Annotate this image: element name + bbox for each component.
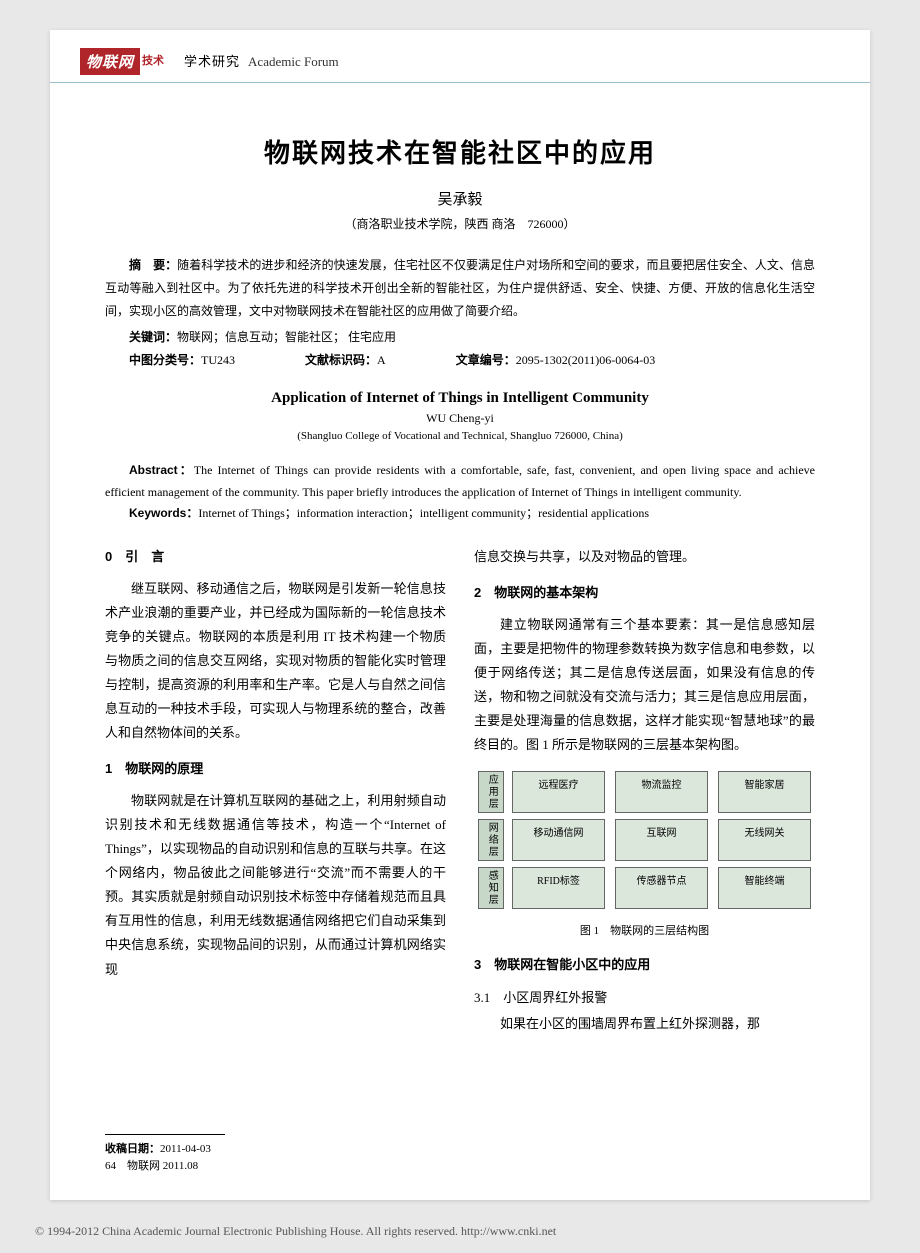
section-2-heading: 2 物联网的基本架构 (474, 581, 815, 605)
abstract-en-label: Abstract： (129, 463, 194, 477)
keywords-en-line: Keywords：Internet of Things；information … (105, 503, 815, 525)
logo-text: 物联网 (80, 48, 140, 75)
arch-row: 感知层 RFID标签传感器节点智能终端 (478, 867, 811, 909)
affiliation-cn: （商洛职业技术学院，陕西 商洛 726000） (105, 215, 815, 232)
page-footer: 收稿日期：2011-04-03 64 物联网 2011.08 (105, 1134, 225, 1176)
arch-layer-items: RFID标签传感器节点智能终端 (512, 867, 811, 909)
section-1-para-cont: 信息交换与共享，以及对物品的管理。 (474, 545, 815, 569)
section-1-heading: 1 物联网的原理 (105, 757, 446, 781)
section-cn: 学术研究 (184, 54, 240, 69)
abstract-cn: 摘 要：随着科学技术的进步和经济的快速发展，住宅社区不仅要满足住户对场所和空间的… (105, 254, 815, 322)
section-3-1-para: 如果在小区的围墙周界布置上红外探测器，那 (474, 1012, 815, 1036)
arch-item: 智能家居 (718, 771, 811, 813)
figure-1: 应用层远程医疗物流监控智能家居网络层移动通信网互联网无线网关感知层RFID标签传… (474, 765, 815, 941)
keywords-cn: 物联网；信息互动；智能社区； 住宅应用 (177, 330, 396, 344)
section-en: Academic Forum (248, 54, 339, 69)
footer-rule (105, 1134, 225, 1135)
arch-layer-label: 应用层 (478, 771, 504, 813)
architecture-diagram: 应用层远程医疗物流监控智能家居网络层移动通信网互联网无线网关感知层RFID标签传… (474, 765, 815, 915)
arch-item: 智能终端 (718, 867, 811, 909)
received-date: 2011-04-03 (160, 1143, 211, 1155)
arch-item: 远程医疗 (512, 771, 605, 813)
arch-item: 无线网关 (718, 819, 811, 861)
section-0-heading: 0 引 言 (105, 545, 446, 569)
keywords-cn-line: 关键词：物联网；信息互动；智能社区； 住宅应用 (105, 326, 815, 349)
arch-item: RFID标签 (512, 867, 605, 909)
arch-row: 应用层远程医疗物流监控智能家居 (478, 771, 811, 813)
section-2-para: 建立物联网通常有三个基本要素：其一是信息感知层面，主要是把物件的物理参数转换为数… (474, 613, 815, 757)
right-column: 信息交换与共享，以及对物品的管理。 2 物联网的基本架构 建立物联网通常有三个基… (474, 545, 815, 1036)
arch-item: 物流监控 (615, 771, 708, 813)
paper-title-cn: 物联网技术在智能社区中的应用 (105, 133, 815, 170)
arch-layer-label: 网络层 (478, 819, 504, 861)
received-label: 收稿日期： (105, 1143, 160, 1155)
copyright-line: © 1994-2012 China Academic Journal Elect… (35, 1224, 556, 1239)
journal-logo: 物联网 技术 (80, 48, 164, 74)
left-column: 0 引 言 继互联网、移动通信之后，物联网是引发新一轮信息技术产业浪潮的重要产业… (105, 545, 446, 1036)
arch-layer-items: 移动通信网互联网无线网关 (512, 819, 811, 861)
doc-code: A (377, 353, 386, 367)
abstract-en-text: The Internet of Things can provide resid… (105, 463, 815, 499)
author-en: WU Cheng-yi (105, 411, 815, 426)
article-id-label: 文章编号： (456, 353, 516, 367)
class-no: TU243 (201, 353, 235, 367)
abstract-cn-label: 摘 要： (129, 258, 177, 272)
classification-line: 中图分类号：TU243 文献标识码：A 文章编号：2095-1302(2011)… (105, 349, 815, 372)
article-id: 2095-1302(2011)06-0064-03 (516, 353, 656, 367)
section-3-heading: 3 物联网在智能小区中的应用 (474, 953, 815, 977)
section-label: 学术研究 Academic Forum (184, 51, 339, 71)
page: 物联网 技术 学术研究 Academic Forum 物联网技术在智能社区中的应… (50, 30, 870, 1200)
keywords-cn-label: 关键词： (129, 330, 177, 344)
arch-layer-items: 远程医疗物流监控智能家居 (512, 771, 811, 813)
doc-code-label: 文献标识码： (305, 353, 377, 367)
logo-suffix: 技术 (142, 56, 164, 67)
paper-title-en: Application of Internet of Things in Int… (105, 390, 815, 407)
keywords-en: Internet of Things；information interacti… (198, 506, 649, 520)
section-3-1-heading: 3.1 小区周界红外报警 (474, 986, 815, 1010)
author-cn: 吴承毅 (105, 188, 815, 209)
abstract-en: Abstract：The Internet of Things can prov… (105, 460, 815, 503)
section-0-para: 继互联网、移动通信之后，物联网是引发新一轮信息技术产业浪潮的重要产业，并已经成为… (105, 577, 446, 745)
keywords-en-label: Keywords： (129, 506, 198, 520)
arch-item: 互联网 (615, 819, 708, 861)
affiliation-en: (Shangluo College of Vocational and Tech… (105, 430, 815, 442)
section-1-para: 物联网就是在计算机互联网的基础之上，利用射频自动识别技术和无线数据通信等技术，构… (105, 789, 446, 981)
figure-1-caption: 图 1 物联网的三层结构图 (474, 921, 815, 941)
arch-item: 移动通信网 (512, 819, 605, 861)
content-area: 物联网技术在智能社区中的应用 吴承毅 （商洛职业技术学院，陕西 商洛 72600… (50, 83, 870, 1036)
arch-layer-label: 感知层 (478, 867, 504, 909)
abstract-cn-text: 随着科学技术的进步和经济的快速发展，住宅社区不仅要满足住户对场所和空间的要求，而… (105, 258, 815, 318)
journal-header: 物联网 技术 学术研究 Academic Forum (50, 30, 870, 83)
arch-row: 网络层移动通信网互联网无线网关 (478, 819, 811, 861)
page-info: 64 物联网 2011.08 (105, 1158, 225, 1176)
arch-item: 传感器节点 (615, 867, 708, 909)
received-date-line: 收稿日期：2011-04-03 (105, 1141, 225, 1159)
body-columns: 0 引 言 继互联网、移动通信之后，物联网是引发新一轮信息技术产业浪潮的重要产业… (105, 545, 815, 1036)
class-no-label: 中图分类号： (129, 353, 201, 367)
